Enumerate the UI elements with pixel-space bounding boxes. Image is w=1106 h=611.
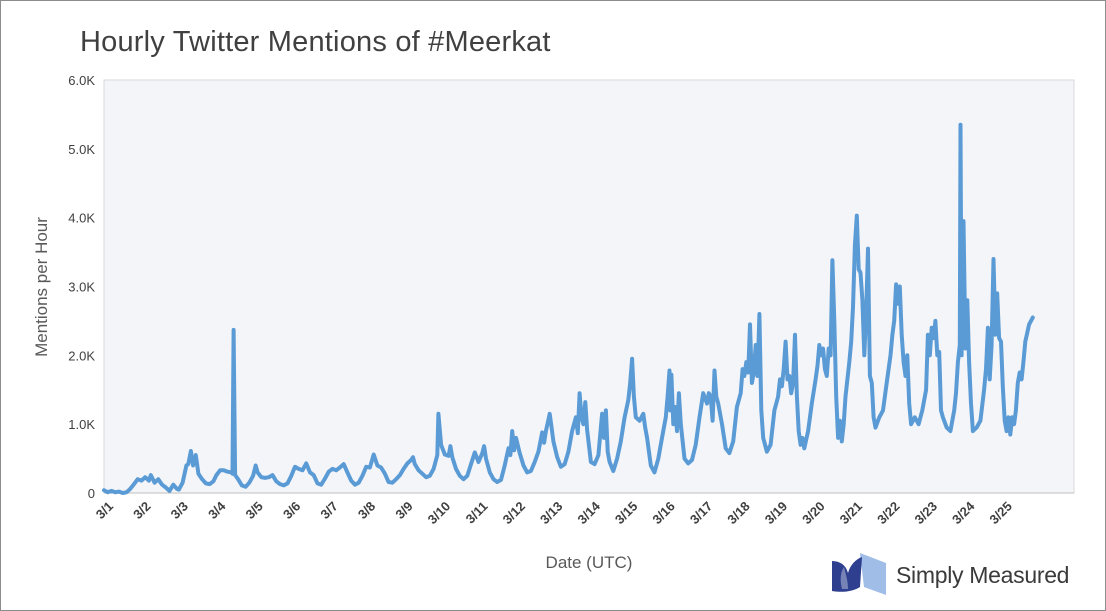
x-tick-label: 3/11 <box>463 499 491 527</box>
x-tick-label: 3/1 <box>93 499 116 522</box>
x-tick-label: 3/14 <box>574 498 603 527</box>
x-tick-label: 3/10 <box>425 499 454 528</box>
brand-logo: Simply Measured <box>830 551 1070 600</box>
x-tick-label: 3/15 <box>612 499 641 528</box>
x-tick-label: 3/21 <box>837 499 866 528</box>
y-tick-label: 2.0K <box>68 348 95 363</box>
x-tick-label: 3/19 <box>762 499 791 528</box>
y-tick-label: 5.0K <box>68 142 95 157</box>
x-tick-label: 3/6 <box>280 499 303 522</box>
x-tick-label: 3/24 <box>949 498 978 527</box>
y-axis-label: Mentions per Hour <box>32 217 51 357</box>
x-tick-label: 3/18 <box>724 499 753 528</box>
x-axis-label: Date (UTC) <box>546 553 633 572</box>
brand-name: Simply Measured <box>896 561 1070 588</box>
x-tick-label: 3/12 <box>500 499 529 528</box>
y-tick-label: 6.0K <box>68 73 95 88</box>
chart-title: Hourly Twitter Mentions of #Meerkat <box>80 26 551 58</box>
x-tick-label: 3/7 <box>317 499 340 522</box>
x-tick-label: 3/3 <box>168 499 191 522</box>
y-axis: 0 1.0K 2.0K 3.0K 4.0K 5.0K 6.0K <box>68 73 95 501</box>
x-tick-label: 3/22 <box>874 499 903 528</box>
x-tick-label: 3/25 <box>986 499 1015 528</box>
y-tick-label: 1.0K <box>68 417 95 432</box>
y-tick-label: 4.0K <box>68 211 95 226</box>
x-tick-label: 3/9 <box>392 499 415 522</box>
x-tick-label: 3/17 <box>687 499 716 528</box>
y-tick-label: 0 <box>88 486 95 501</box>
series-layer <box>102 122 1035 495</box>
x-tick-label: 3/20 <box>799 499 828 528</box>
series-line-mentions <box>102 122 1035 495</box>
x-tick-label: 3/5 <box>243 499 266 522</box>
simply-measured-logo-icon <box>830 551 888 600</box>
x-tick-label: 3/8 <box>355 499 378 522</box>
x-tick-label: 3/4 <box>205 498 229 522</box>
x-tick-label: 3/23 <box>912 499 941 528</box>
x-axis: 3/1 3/2 3/3 3/4 3/5 3/6 3/7 3/8 3/9 3/10 3/11 3/12 3… <box>93 492 1074 528</box>
x-tick-label: 3/16 <box>649 499 678 528</box>
x-tick-label: 3/2 <box>130 499 153 522</box>
y-tick-label: 3.0K <box>68 280 95 295</box>
x-tick-label: 3/13 <box>537 499 566 528</box>
